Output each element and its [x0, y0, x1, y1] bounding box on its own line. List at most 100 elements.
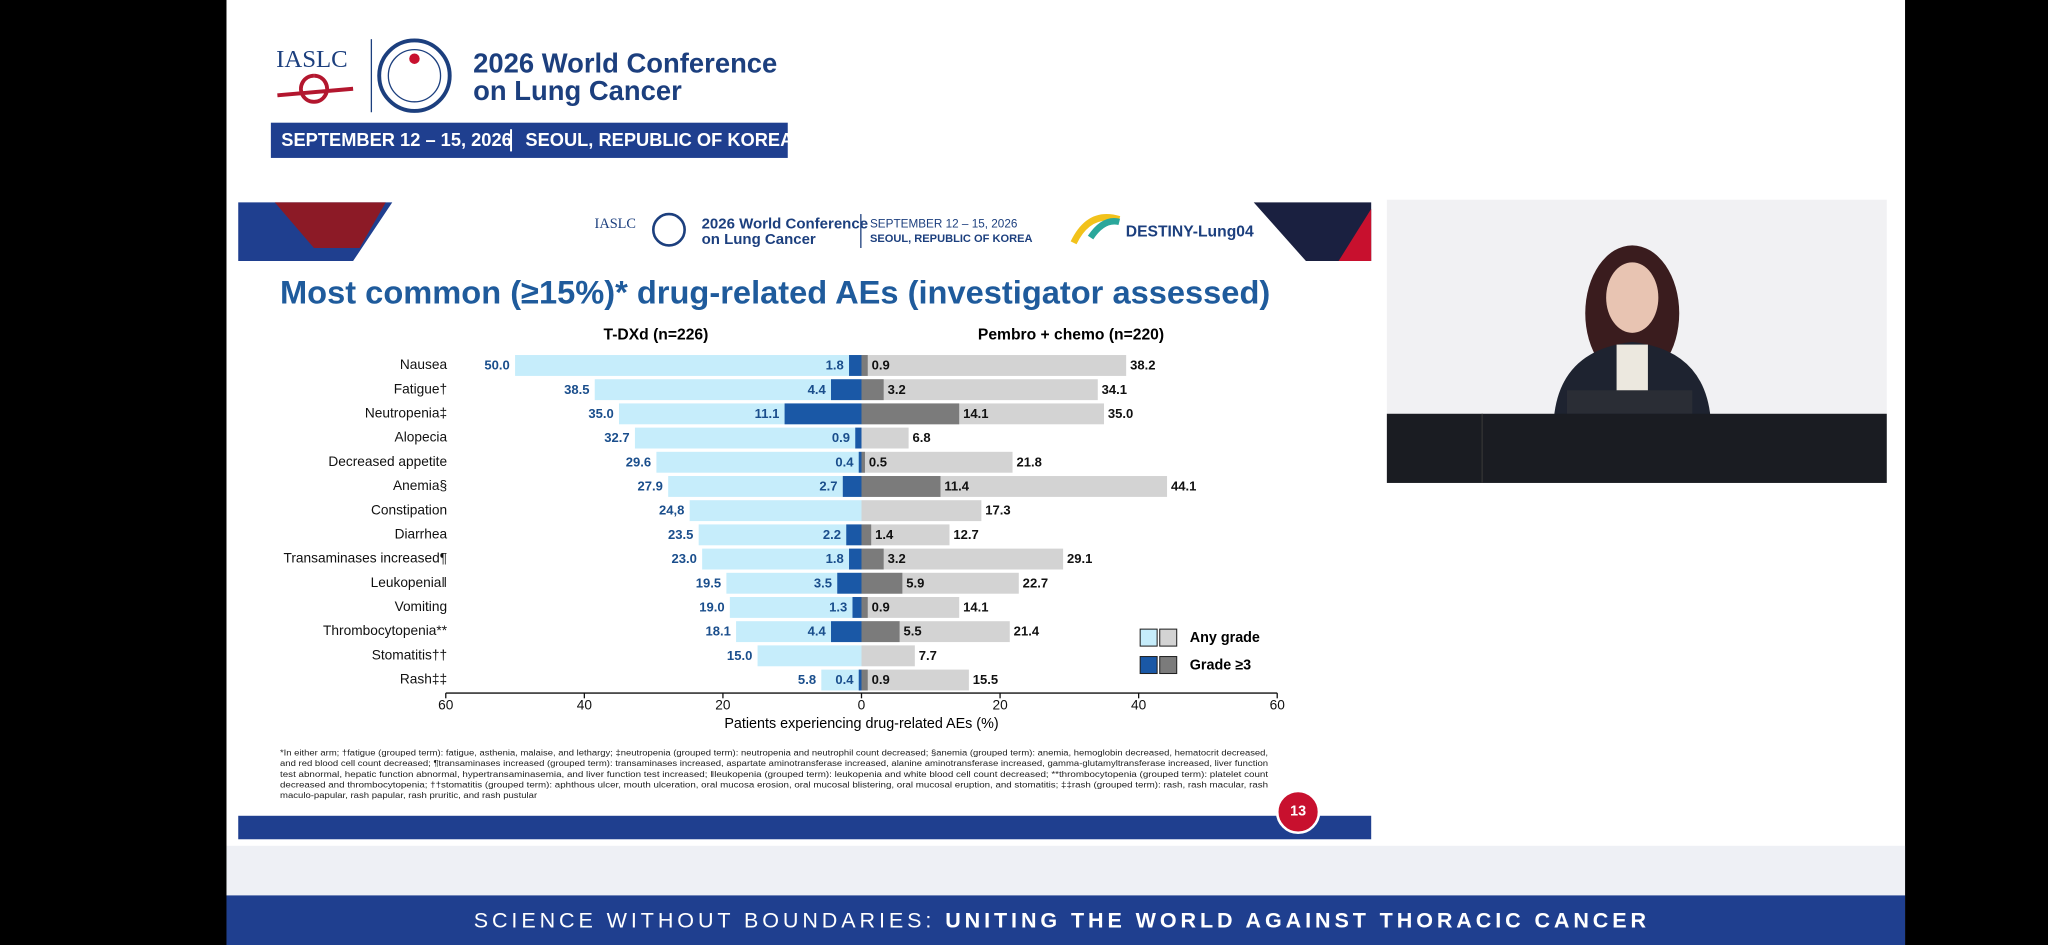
value-label: 29.6: [626, 454, 651, 469]
x-tick-label: 20: [992, 698, 1008, 713]
bar-grade3: [861, 451, 865, 473]
bar-grade3: [861, 379, 884, 401]
value-label: 0.4: [835, 454, 854, 469]
bar-grade3: [861, 548, 884, 570]
value-label: 5.9: [906, 575, 924, 590]
lung-icon: [277, 73, 354, 104]
seal: [377, 38, 452, 113]
legend-swatch: [1139, 628, 1158, 647]
x-tick-label: 40: [1131, 698, 1147, 713]
slide-background: [238, 202, 1372, 841]
bar-grade3: [784, 403, 862, 425]
value-label: 38.2: [1130, 358, 1155, 373]
chart-title: Most common (≥15%)* drug-related AEs (in…: [280, 274, 1270, 311]
bar-any-grade: [689, 500, 862, 522]
slide: IASLC 2026 World Conference on Lung Canc…: [238, 202, 1372, 841]
value-label: 4.4: [808, 382, 827, 397]
bar-grade3: [855, 427, 862, 449]
bar-grade3: [861, 476, 941, 497]
value-label: 50.0: [484, 358, 509, 373]
bar-grade3: [842, 476, 862, 497]
bar-any-grade: [821, 669, 862, 691]
bar-any-grade: [861, 427, 909, 449]
value-label: 34.1: [1102, 382, 1127, 397]
category-label: Diarrhea: [395, 526, 448, 541]
footnote: *In either arm; †fatigue (grouped term):…: [280, 747, 1268, 757]
arm-header: Pembro + chemo (n=220): [978, 327, 1164, 344]
date-bar: [270, 122, 788, 158]
bar-grade3: [849, 355, 862, 376]
location: SEOUL, REPUBLIC OF KOREA: [525, 129, 793, 150]
value-label: 21.8: [1016, 454, 1041, 469]
value-label: 29.1: [1067, 551, 1092, 566]
bar-any-grade: [736, 621, 862, 643]
slide-decoration: [1253, 202, 1372, 262]
category-label: Decreased appetite: [328, 454, 447, 469]
value-label: 32.7: [604, 430, 629, 445]
arm-header: T-DXd (n=226): [603, 327, 708, 344]
value-label: 0.5: [869, 454, 887, 469]
value-label: 21.4: [1014, 624, 1040, 639]
conference-name: 2026 World Conference: [473, 47, 777, 78]
slide-dates: SEPTEMBER 12 – 15, 2026: [870, 218, 1018, 231]
bar-grade3: [861, 524, 872, 546]
legend-swatch: [1139, 656, 1158, 675]
bar-any-grade: [726, 572, 862, 594]
bar-any-grade: [702, 548, 862, 570]
value-label: 19.5: [696, 575, 721, 590]
bar-any-grade: [698, 524, 862, 546]
x-tick-label: 60: [438, 698, 454, 713]
slide-decoration: [274, 202, 386, 248]
chart: Nausea Fatigue† Neutropenia‡ Alopecia Decrea…: [280, 327, 1285, 801]
bar-grade3: [861, 597, 868, 618]
slide-conference: 2026 World Conference: [702, 215, 868, 232]
bar-any-grade: [861, 645, 915, 667]
category-label: Constipation: [371, 502, 447, 517]
x-tick-label: 40: [577, 698, 593, 713]
value-label: 35.0: [1108, 406, 1133, 421]
speaker-face: [1606, 262, 1659, 333]
bar-grade3: [837, 572, 862, 594]
bar-any-grade: [861, 597, 960, 618]
bar-any-grade: [634, 427, 862, 449]
value-label: 0.9: [872, 358, 890, 373]
podium: [1386, 413, 1887, 483]
category-label: Neutropenia‡: [365, 405, 447, 420]
x-tick-label: 60: [1270, 698, 1286, 713]
category-label: Fatigue†: [394, 381, 447, 396]
bar-any-grade: [861, 548, 1064, 570]
bar-grade3: [861, 403, 960, 425]
value-label: 11.1: [755, 406, 780, 421]
banner-tagline: UNITING THE WORLD AGAINST THORACIC CANCE…: [945, 908, 1650, 932]
bar-any-grade: [861, 500, 982, 522]
value-label: 6.8: [913, 430, 931, 445]
value-label: 11.4: [944, 479, 969, 494]
legend-label: Any grade: [1190, 630, 1260, 646]
bar-any-grade: [861, 524, 950, 546]
value-label: 23.5: [668, 527, 693, 542]
value-label: 27.9: [638, 479, 663, 494]
value-label: 0.9: [872, 600, 890, 615]
study-name: DESTINY-Lung04: [1126, 223, 1254, 240]
bar-any-grade: [861, 669, 969, 691]
slide-society: IASLC: [595, 216, 636, 232]
slide-footer-bar: [238, 815, 1372, 840]
value-label: 18.1: [705, 624, 730, 639]
bar-any-grade: [757, 645, 862, 667]
value-label: 1.4: [875, 527, 894, 542]
society-logo: IASLC: [276, 46, 348, 73]
bar-grade3: [861, 572, 903, 594]
value-label: 23.0: [672, 551, 697, 566]
banner: [226, 895, 1906, 945]
dates: SEPTEMBER 12 – 15, 2026: [281, 129, 511, 150]
value-label: 0.9: [872, 672, 890, 687]
value-label: 2.2: [823, 527, 841, 542]
x-axis-label: Patients experiencing drug-related AEs (…: [724, 716, 998, 732]
bar-grade3: [852, 597, 862, 618]
bar-grade3: [861, 355, 868, 376]
category-label: Thrombocytopenia**: [323, 623, 448, 638]
bar-any-grade: [729, 597, 862, 618]
value-label: 14.1: [963, 406, 988, 421]
value-label: 3.5: [814, 575, 832, 590]
